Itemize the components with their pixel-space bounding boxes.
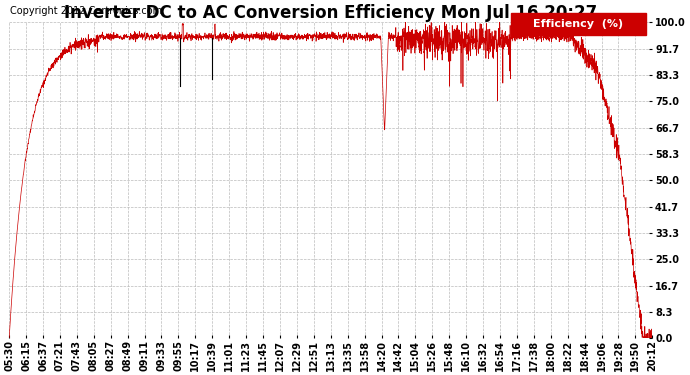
FancyBboxPatch shape [511, 13, 646, 35]
Title: Inverter DC to AC Conversion Efficiency Mon Jul 16 20:27: Inverter DC to AC Conversion Efficiency … [64, 4, 598, 22]
Text: Efficiency  (%): Efficiency (%) [533, 19, 623, 29]
Text: Copyright 2012 Cartronics.com: Copyright 2012 Cartronics.com [10, 6, 162, 16]
